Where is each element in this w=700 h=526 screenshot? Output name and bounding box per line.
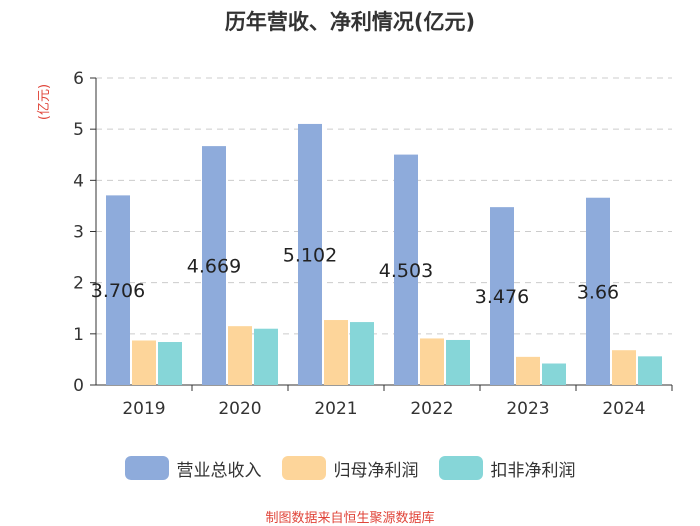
bar-revenue [490,207,514,385]
bar-chart: 0 1 2 3 4 5 6 (亿元) 2019 3.706 2020 4.669 2021 5.102 20… [37,69,673,419]
bar-revenue [586,197,610,385]
legend-item[interactable]: 营业总收入 [124,456,262,481]
y-tick-label: 3 [73,223,84,243]
bar-net-profit [324,320,348,385]
bar-net-profit [516,356,540,385]
bar-net-profit [228,326,252,385]
y-tick-label: 5 [73,120,84,140]
x-tick-label: 2019 [122,399,165,419]
legend-label: 归母净利润 [333,460,419,481]
source-note: 制图数据来自恒生聚源数据库 [265,511,435,526]
bar-revenue [298,123,322,386]
data-label: 5.102 [283,244,337,266]
x-tick-label: 2021 [314,399,357,419]
x-tick-label: 2022 [410,399,453,419]
y-tick-label: 6 [73,69,84,89]
legend-swatch [281,456,326,480]
bar-deducted-net-profit [158,342,182,385]
y-tick-label: 0 [73,376,84,396]
data-label: 3.66 [577,281,619,303]
bar-net-profit [132,340,156,385]
x-tick-label: 2020 [218,399,261,419]
bar-deducted-net-profit [254,328,278,385]
x-tick-label: 2023 [506,399,549,419]
x-tick-label: 2024 [602,399,645,419]
chart-title: 历年营收、净利情况(亿元) [224,10,476,34]
legend-swatch [438,456,483,480]
data-label: 4.669 [187,256,241,278]
bar-revenue [394,154,418,385]
y-tick-label: 4 [73,171,84,191]
data-label: 3.476 [475,286,529,308]
bar-deducted-net-profit [638,356,662,385]
legend-swatch [124,456,169,480]
bar-deducted-net-profit [542,363,566,385]
y-tick-label: 1 [73,325,84,345]
legend-item[interactable]: 归母净利润 [281,456,419,481]
bar-deducted-net-profit [350,322,374,385]
legend-label: 营业总收入 [176,460,262,481]
bar-revenue [106,195,130,385]
bar-deducted-net-profit [446,339,470,385]
bar-revenue [202,146,226,385]
bar-net-profit [612,350,636,385]
y-axis-title: (亿元) [37,84,52,120]
legend: 营业总收入 归母净利润 扣非净利润 [0,453,700,483]
y-tick-label: 2 [73,274,84,294]
legend-item[interactable]: 扣非净利润 [438,456,576,481]
data-label: 3.706 [91,280,145,302]
bar-net-profit [420,338,444,385]
legend-label: 扣非净利润 [490,460,576,481]
data-label: 4.503 [379,260,433,282]
